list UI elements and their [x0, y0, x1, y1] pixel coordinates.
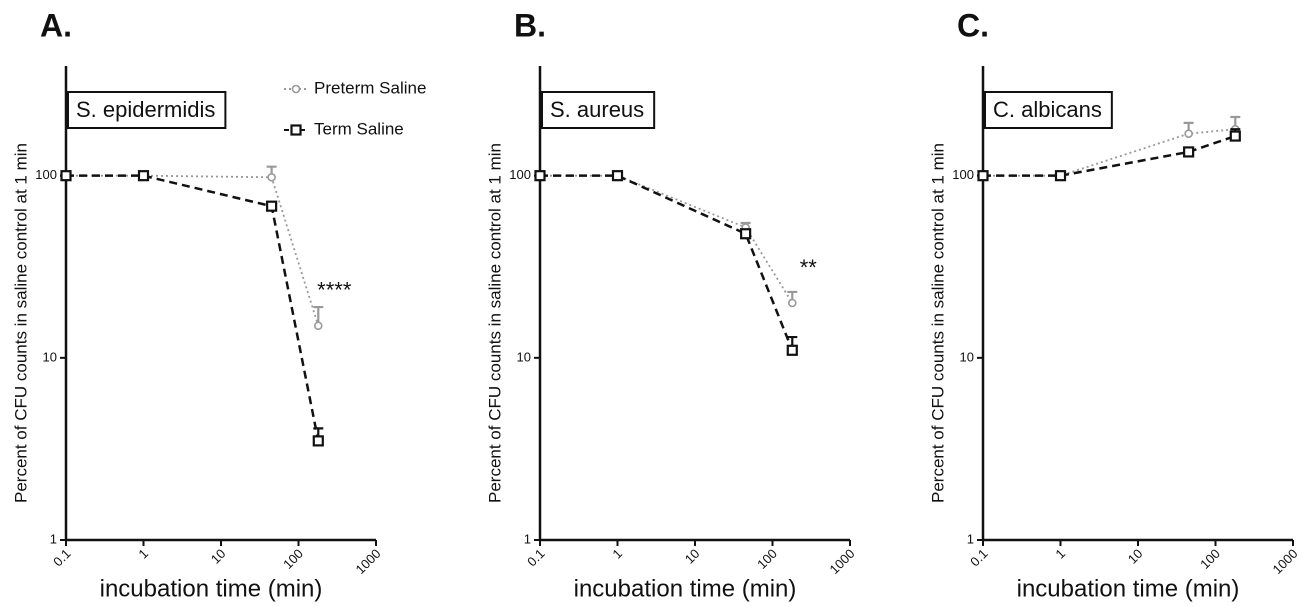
- marker: [1054, 170, 1067, 182]
- y-axis-label: Percent of CFU counts in saline control …: [485, 143, 504, 503]
- x-tick-label: 1: [609, 546, 625, 562]
- marker: [611, 170, 624, 182]
- legend-marker: [291, 84, 301, 94]
- box-frame: [67, 91, 227, 129]
- x-tick-label: 1: [135, 546, 151, 562]
- marker: [1184, 129, 1193, 138]
- marker: [267, 172, 276, 182]
- marker: [740, 228, 752, 240]
- x-tick-label: 10: [208, 546, 229, 567]
- box-frame: [541, 91, 656, 129]
- significance: **: [800, 255, 818, 280]
- series-line: [540, 174, 794, 351]
- legend-label: Term Saline: [314, 119, 404, 138]
- marker: [266, 200, 278, 212]
- x-tick-label: 0.1: [524, 546, 547, 569]
- marker: [1183, 146, 1195, 158]
- y-tick-label: 1: [967, 531, 974, 546]
- x-tick-label: 100: [280, 546, 306, 572]
- y-tick-label: 10: [517, 349, 531, 364]
- legend-marker: [290, 124, 302, 136]
- legend-label: Preterm Saline: [314, 78, 426, 97]
- x-axis-label: incubation time (min): [100, 575, 323, 602]
- series-line: [983, 128, 1236, 177]
- box-label: S. epidermidis: [76, 97, 215, 122]
- marker: [787, 298, 797, 308]
- x-tick-label: 100: [754, 546, 780, 572]
- x-tick-label: 0.1: [50, 546, 73, 569]
- marker: [137, 170, 150, 182]
- marker: [977, 170, 989, 182]
- y-axis-label: Percent of CFU counts in saline control …: [11, 143, 30, 503]
- marker: [312, 435, 324, 447]
- y-tick-label: 1: [524, 531, 531, 546]
- panel-label: B.: [514, 7, 546, 43]
- x-tick-label: 1: [1052, 546, 1068, 562]
- x-tick-label: 100: [1197, 546, 1223, 572]
- x-tick-label: 0.1: [967, 546, 990, 569]
- y-axis-label: Percent of CFU counts in saline control …: [928, 143, 947, 503]
- x-tick-label: 10: [682, 546, 703, 567]
- y-tick-label: 10: [960, 349, 974, 364]
- x-tick-label: 1000: [826, 546, 857, 577]
- x-tick-label: 1000: [1269, 546, 1300, 577]
- panel-label: A.: [40, 7, 72, 43]
- y-tick-label: 10: [43, 349, 57, 364]
- marker: [1229, 130, 1241, 142]
- y-tick-label: 100: [952, 167, 974, 182]
- x-tick-label: 10: [1125, 546, 1146, 567]
- marker: [534, 170, 546, 182]
- y-tick-label: 1: [50, 531, 57, 546]
- series-line: [540, 174, 794, 304]
- box-label: C. albicans: [993, 97, 1102, 122]
- marker: [313, 321, 323, 331]
- y-tick-label: 100: [509, 167, 531, 182]
- significance: ****: [317, 278, 352, 303]
- series-line: [66, 174, 320, 327]
- box-frame: [984, 91, 1113, 129]
- series-line: [983, 134, 1236, 177]
- box-label: S. aureus: [550, 97, 644, 122]
- x-tick-label: 1000: [352, 546, 383, 577]
- x-axis-label: incubation time (min): [574, 575, 797, 602]
- y-tick-label: 100: [35, 167, 57, 182]
- marker: [786, 344, 798, 356]
- x-axis-label: incubation time (min): [1017, 575, 1240, 602]
- panel-label: C.: [957, 7, 989, 43]
- marker: [60, 170, 72, 182]
- series-line: [66, 174, 320, 442]
